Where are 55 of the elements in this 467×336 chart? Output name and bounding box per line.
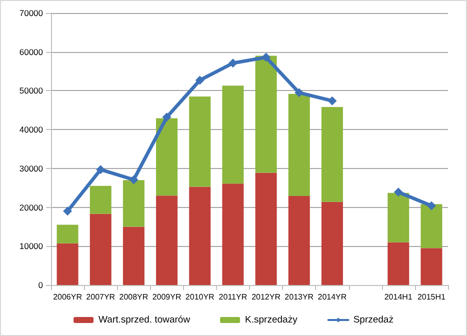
bar bbox=[56, 224, 78, 244]
x-tick-label: 2007YR bbox=[86, 292, 116, 302]
bar bbox=[122, 226, 144, 285]
point bbox=[96, 165, 106, 174]
point bbox=[228, 58, 238, 68]
bar bbox=[288, 94, 310, 196]
x-tick-label: 2013YR bbox=[284, 292, 314, 302]
bar bbox=[222, 184, 244, 285]
bar bbox=[388, 192, 410, 242]
y-tick-label: 20000 bbox=[19, 202, 44, 212]
x-tick-label: 2011YR bbox=[218, 292, 248, 302]
y-tick-label: 40000 bbox=[19, 124, 44, 135]
bar bbox=[222, 86, 244, 184]
bar bbox=[288, 196, 310, 285]
bar bbox=[90, 214, 112, 285]
y-tick-label: 30000 bbox=[19, 163, 44, 174]
x-tick-label: 2014H1 bbox=[384, 292, 413, 302]
point bbox=[129, 175, 138, 184]
bar bbox=[189, 96, 211, 187]
legend-label: Sprzedaż bbox=[353, 314, 394, 326]
bar bbox=[56, 243, 78, 285]
bar bbox=[255, 56, 277, 173]
x-tick-label: 2015H1 bbox=[417, 292, 446, 302]
bar bbox=[156, 196, 178, 285]
point bbox=[394, 188, 403, 197]
point bbox=[426, 201, 436, 210]
bar bbox=[420, 248, 442, 285]
bar bbox=[388, 242, 410, 285]
legend-label: K.sprzedaży bbox=[245, 314, 298, 326]
bar bbox=[189, 186, 211, 285]
y-tick-label: 10000 bbox=[19, 241, 44, 252]
bar bbox=[156, 118, 178, 196]
point bbox=[328, 96, 337, 106]
point bbox=[195, 76, 204, 85]
x-tick-label: 2009YR bbox=[152, 292, 182, 302]
point bbox=[162, 112, 172, 122]
x-tick-label: 2014YR bbox=[318, 292, 347, 302]
bar bbox=[321, 107, 343, 202]
point bbox=[63, 206, 72, 216]
bar bbox=[90, 186, 112, 214]
legend-label: Wart.sprzed. towarów bbox=[98, 314, 190, 326]
x-tick-label: 2006YR bbox=[53, 292, 82, 302]
point bbox=[262, 52, 271, 62]
y-tick-label: 50000 bbox=[19, 86, 44, 96]
point bbox=[294, 88, 304, 98]
y-tick-label: 0 bbox=[38, 280, 44, 290]
bar bbox=[122, 180, 144, 227]
y-tick-label: 70000 bbox=[19, 8, 44, 18]
x-tick-label: 2010YR bbox=[185, 292, 215, 302]
x-tick-label: 2008YR bbox=[119, 292, 148, 302]
x-tick-label: 2012YR bbox=[252, 292, 281, 302]
bar bbox=[420, 204, 442, 248]
bar bbox=[321, 202, 343, 285]
y-tick-label: 60000 bbox=[19, 46, 44, 57]
bar bbox=[255, 172, 277, 285]
